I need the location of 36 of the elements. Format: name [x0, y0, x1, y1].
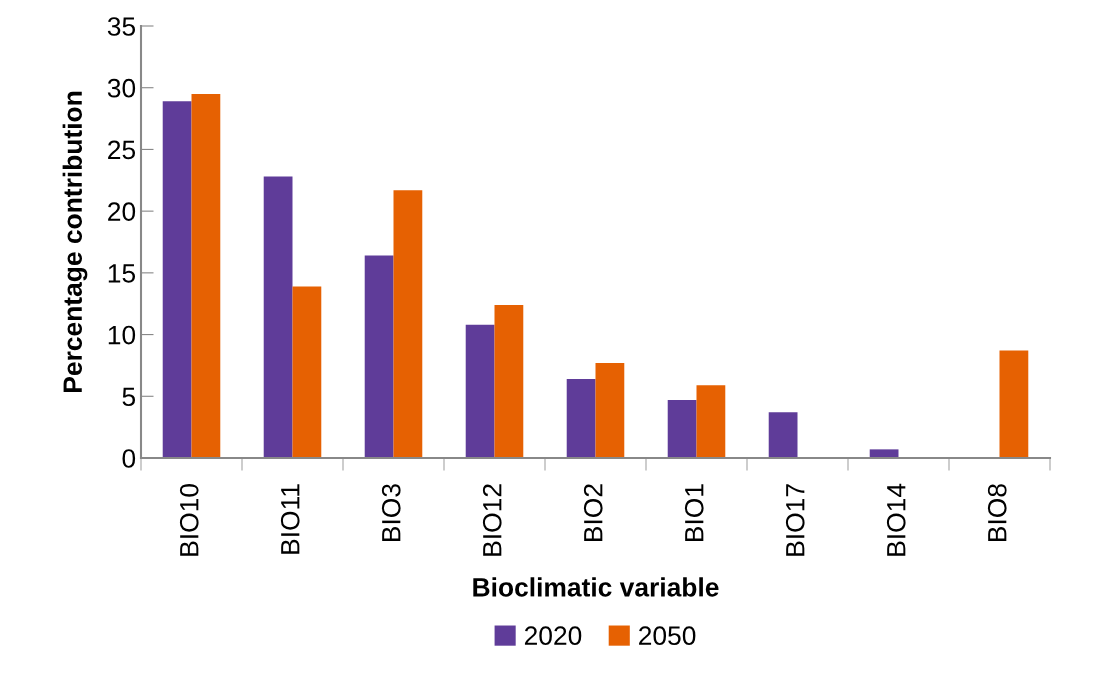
x-tick-label: BIO1	[684, 484, 704, 541]
y-tick-label: 30	[107, 78, 136, 98]
bar	[494, 304, 524, 458]
bar	[263, 176, 293, 458]
legend-label: 2020	[524, 626, 582, 646]
bar	[667, 399, 697, 458]
bar	[566, 379, 596, 458]
x-axis-title: Bioclimatic variable	[473, 577, 719, 597]
bar	[191, 93, 221, 458]
x-tick-label: BIO3	[381, 484, 401, 541]
x-tick-label: BIO11	[280, 484, 300, 554]
y-tick-label: 20	[108, 202, 136, 221]
x-tick-label: BIO14	[886, 483, 906, 556]
y-tick-label: 15	[108, 264, 136, 283]
bar	[393, 190, 423, 458]
bar	[999, 350, 1029, 458]
x-tick-label: BIO17	[785, 484, 805, 556]
bar	[595, 362, 625, 458]
bar	[292, 286, 322, 458]
y-axis-title: Percentage contribution	[62, 91, 88, 392]
bar	[465, 324, 495, 458]
y-tick-label: 5	[122, 387, 136, 407]
y-tick-label: 10	[108, 325, 136, 345]
y-tick-label: 35	[107, 17, 136, 36]
x-tick-label: BIO10	[179, 484, 199, 556]
x-tick-label: BIO8	[987, 484, 1007, 541]
x-tick-label: BIO12	[482, 484, 502, 556]
bar	[162, 101, 192, 458]
y-tick-label: 25	[108, 140, 136, 160]
legend-label: 2050	[639, 626, 696, 646]
y-tick-label: 0	[122, 449, 136, 468]
x-tick-label: BIO2	[583, 484, 603, 541]
bar	[869, 449, 899, 458]
bar	[696, 385, 726, 458]
bar	[364, 255, 394, 458]
bar	[768, 412, 798, 458]
